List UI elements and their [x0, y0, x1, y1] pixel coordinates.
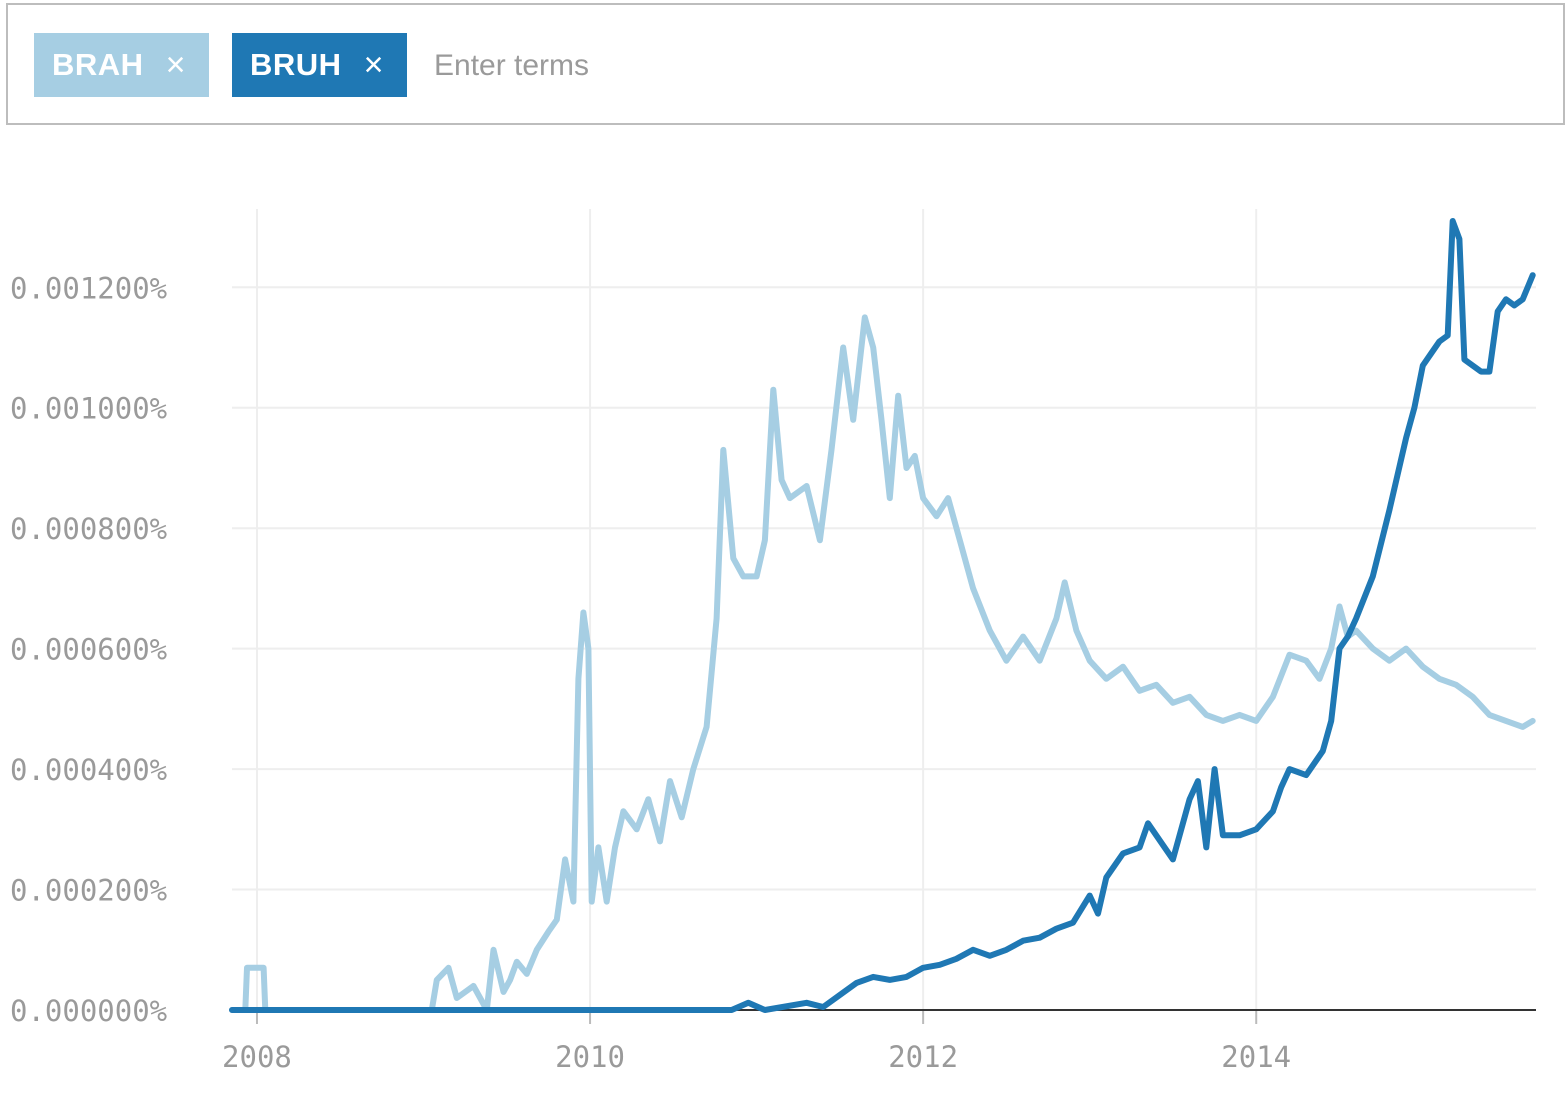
series-line-bruh — [229, 218, 1536, 1013]
y-tick-label: 0.000800% — [10, 512, 167, 546]
axes: 0.000000% 0.000200% 0.000400% 0.000600% 0.00… — [10, 271, 1536, 1074]
term-chip-label: BRAH — [52, 47, 144, 82]
search-input[interactable] — [432, 39, 1136, 93]
search-box[interactable]: BRAH × BRUH × — [6, 3, 1565, 125]
series-lines — [229, 218, 1536, 1013]
close-icon[interactable]: × — [363, 46, 384, 84]
term-chip-brah[interactable]: BRAH × — [34, 33, 209, 97]
y-tick-label: 0.000600% — [10, 633, 167, 667]
y-tick-label: 0.001200% — [10, 271, 167, 305]
y-tick-label: 0.000000% — [10, 994, 167, 1028]
x-tick-label: 2010 — [555, 1040, 625, 1074]
x-tick-label: 2008 — [222, 1040, 292, 1074]
term-chip-bruh[interactable]: BRUH × — [232, 33, 407, 97]
y-tick-label: 0.001000% — [10, 392, 167, 426]
close-icon[interactable]: × — [165, 46, 186, 84]
x-tick-label: 2014 — [1221, 1040, 1291, 1074]
y-tick-label: 0.000200% — [10, 874, 167, 908]
x-tick-label: 2012 — [888, 1040, 958, 1074]
series-line-brah — [229, 314, 1536, 1013]
term-chip-label: BRUH — [250, 47, 342, 82]
y-tick-label: 0.000400% — [10, 753, 167, 787]
